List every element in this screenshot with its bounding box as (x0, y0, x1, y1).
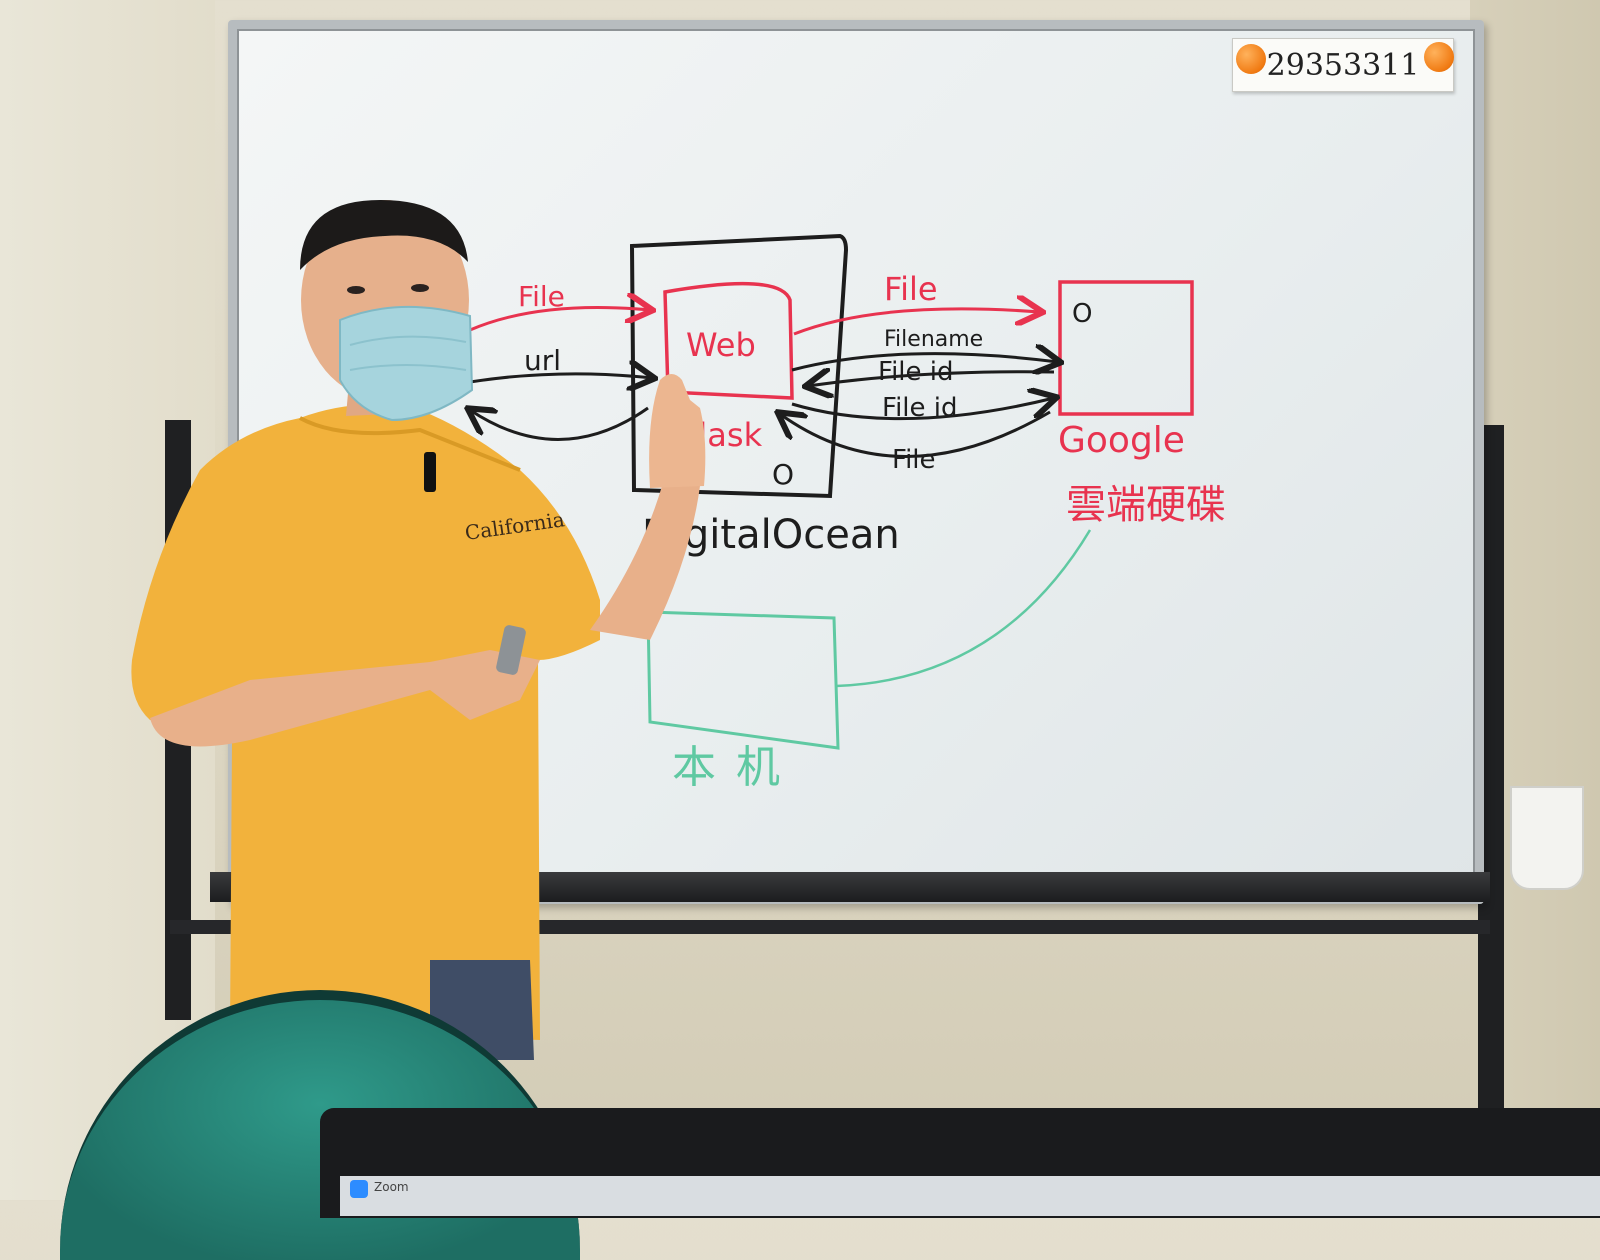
zoom-app-label: Zoom (374, 1180, 409, 1194)
marker-cup (1510, 786, 1584, 890)
orange-magnet-icon (1236, 44, 1266, 74)
url-text: url (524, 344, 561, 377)
google-text: Google (1058, 420, 1185, 461)
file-upload-arrow (469, 308, 650, 332)
left-file-text: File (518, 280, 565, 313)
file-to-google-arrow (793, 309, 1040, 336)
web-text: Web (686, 326, 756, 364)
filename-text: Filename (884, 327, 983, 352)
board-number-label: 29353311 (1232, 38, 1454, 92)
file-return-text: File (892, 445, 936, 475)
file-id-request-arrow (791, 398, 1054, 421)
local-to-drive-arrow (835, 529, 1092, 688)
cloud-drive-text: 雲端硬碟 (1066, 482, 1226, 528)
orange-magnet-icon (1424, 42, 1454, 72)
board-number-text: 29353311 (1266, 47, 1420, 83)
right-file-text: File (884, 270, 938, 308)
left-arm (150, 650, 540, 747)
file-id-text-1: File id (878, 357, 954, 387)
marker-icon (496, 625, 526, 675)
server-circle-mark: O (772, 458, 794, 491)
file-id-text-2: File id (882, 393, 958, 423)
raised-arm (590, 486, 700, 640)
google-circle-mark: O (1072, 299, 1092, 329)
file-id-return-arrow (808, 372, 1055, 386)
return-arrow (470, 408, 649, 441)
file-download-arrow (780, 412, 1051, 458)
laptop-screen (340, 1176, 1600, 1216)
local-machine-box (646, 610, 840, 750)
raised-hand (649, 374, 706, 488)
lapel-microphone-icon (424, 452, 436, 492)
presenter: California (131, 200, 706, 1060)
face-mask (339, 305, 474, 422)
filename-arrow (791, 354, 1058, 370)
yellow-shirt (131, 404, 600, 1040)
hair (300, 200, 468, 270)
whiteboard-diagram: File url Web Flask O DigitalOcean File F… (0, 233, 1226, 793)
web-box (663, 281, 794, 400)
local-machine-text: 本机 (672, 742, 800, 793)
url-arrow (469, 374, 652, 382)
zoom-app-icon (350, 1180, 368, 1198)
